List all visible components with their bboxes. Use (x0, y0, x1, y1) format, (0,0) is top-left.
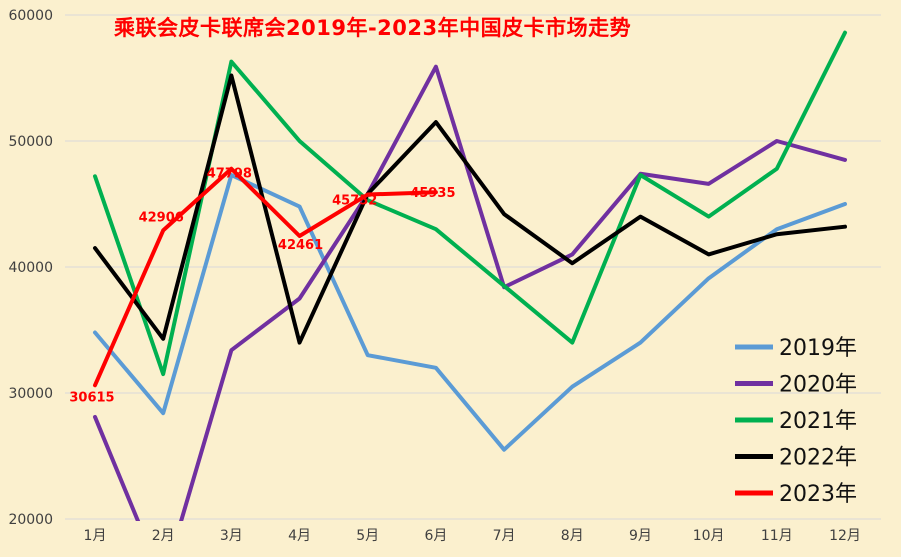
legend-label-2019年: 2019年 (779, 336, 857, 361)
y-tick-label: 60000 (8, 8, 53, 24)
x-tick-label: 4月 (288, 528, 311, 544)
x-tick-label: 3月 (220, 528, 243, 544)
series-line-2021年 (93, 30, 847, 377)
x-tick-label: 5月 (356, 528, 379, 544)
x-tick-label: 10月 (693, 528, 725, 544)
y-tick-label: 20000 (8, 512, 53, 528)
data-label: 45752 (332, 194, 377, 209)
legend-label-2022年: 2022年 (779, 446, 857, 471)
series-group (93, 30, 847, 521)
y-tick-label: 40000 (8, 260, 53, 276)
data-label: 42906 (139, 210, 184, 225)
series-line-2019年 (93, 173, 847, 452)
legend-label-2021年: 2021年 (779, 409, 857, 434)
data-label: 45935 (410, 186, 455, 201)
x-tick-label: 8月 (561, 528, 584, 544)
x-tick-label: 7月 (493, 528, 516, 544)
x-tick-label: 12月 (829, 528, 861, 544)
x-tick-label: 1月 (84, 528, 107, 544)
series-line-2022年 (93, 73, 847, 345)
legend-label-2023年: 2023年 (779, 482, 857, 507)
y-tick-label: 50000 (8, 134, 53, 150)
data-label: 42461 (278, 238, 323, 253)
series-line-2023年 (93, 166, 438, 388)
x-tick-label: 2月 (152, 528, 175, 544)
data-label: 47798 (207, 167, 252, 182)
y-tick-label: 30000 (8, 386, 53, 402)
x-tick-label: 9月 (629, 528, 652, 544)
legend-label-2020年: 2020年 (779, 373, 857, 398)
data-label: 30615 (69, 390, 114, 405)
chart-title: 乘联会皮卡联席会2019年-2023年中国皮卡市场走势 (114, 16, 632, 40)
x-tick-label: 11月 (761, 528, 793, 544)
legend (735, 344, 773, 496)
series-line-2020年 (93, 64, 847, 521)
x-tick-label: 6月 (424, 528, 447, 544)
